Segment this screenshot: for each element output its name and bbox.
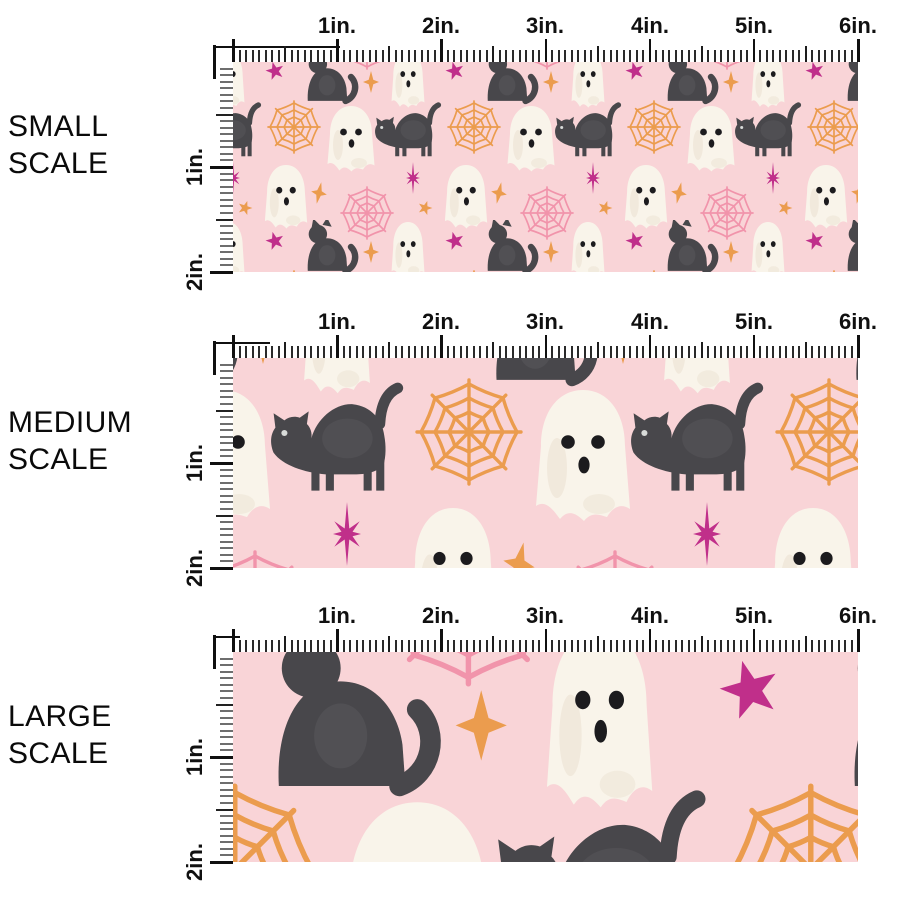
panel-small-scale: SMALL SCALE 1in. 2in. 3in. 4in. 5in. 6in… <box>0 12 900 292</box>
ruler-label-6in: 6in. <box>839 309 877 334</box>
scale-label-line1: LARGE <box>8 700 112 733</box>
ruler-corner-hook <box>213 341 216 375</box>
ruler-label-v-2in: 2in. <box>182 253 207 291</box>
scale-label-medium: MEDIUM SCALE <box>8 404 132 478</box>
ruler-label-2in: 2in. <box>422 13 460 38</box>
scale-label-large: LARGE SCALE <box>8 698 112 772</box>
ruler-corner-hook <box>213 635 216 669</box>
fabric-swatch-large <box>233 652 858 862</box>
fabric-swatch-medium <box>233 358 858 568</box>
vertical-ruler <box>200 652 233 866</box>
ruler-label-2in: 2in. <box>422 603 460 628</box>
ruler-label-v-1in: 1in. <box>182 738 207 776</box>
fabric-swatch-small <box>233 62 858 272</box>
ruler-label-4in: 4in. <box>631 309 669 334</box>
ruler-corner-arm <box>213 635 240 638</box>
ruler-label-5in: 5in. <box>735 309 773 334</box>
scale-label-line1: SMALL <box>8 110 109 143</box>
ruler-label-4in: 4in. <box>631 603 669 628</box>
ruler-label-v-1in: 1in. <box>182 444 207 482</box>
horizontal-ruler <box>213 615 861 669</box>
ruler-label-1in: 1in. <box>318 309 356 334</box>
ruler-label-1in: 1in. <box>318 13 356 38</box>
scale-label-line2: SCALE <box>8 737 109 770</box>
ruler-corner-arm <box>213 45 340 48</box>
ruler-label-6in: 6in. <box>839 603 877 628</box>
scale-label-line2: SCALE <box>8 147 109 180</box>
ruler-label-v-1in: 1in. <box>182 148 207 186</box>
ruler-label-4in: 4in. <box>631 13 669 38</box>
ruler-label-2in: 2in. <box>422 309 460 334</box>
ruler-label-3in: 3in. <box>526 603 564 628</box>
fabric-pattern-small <box>233 62 858 272</box>
vertical-ruler <box>200 358 233 572</box>
ruler-label-3in: 3in. <box>526 13 564 38</box>
horizontal-ruler-labels: 1in. 2in. 3in. 4in. 5in. 6in. <box>233 604 893 628</box>
horizontal-ruler-labels: 1in. 2in. 3in. 4in. 5in. 6in. <box>233 14 893 38</box>
ruler-label-v-2in: 2in. <box>182 843 207 881</box>
panel-medium-scale: MEDIUM SCALE 1in. 2in. 3in. 4in. 5in. 6i… <box>0 308 900 588</box>
scale-label-line1: MEDIUM <box>8 406 133 439</box>
vertical-ruler <box>200 62 233 276</box>
horizontal-ruler <box>213 321 861 375</box>
ruler-label-6in: 6in. <box>839 13 877 38</box>
ruler-label-v-2in: 2in. <box>182 549 207 587</box>
ruler-label-5in: 5in. <box>735 13 773 38</box>
fabric-pattern-large <box>233 652 858 862</box>
fabric-pattern-medium <box>233 358 858 568</box>
ruler-corner-hook <box>213 45 216 79</box>
ruler-label-1in: 1in. <box>318 603 356 628</box>
ruler-corner-arm <box>213 341 270 344</box>
horizontal-ruler-labels: 1in. 2in. 3in. 4in. 5in. 6in. <box>233 310 893 334</box>
ruler-label-5in: 5in. <box>735 603 773 628</box>
panel-large-scale: LARGE SCALE 1in. 2in. 3in. 4in. 5in. 6in… <box>0 602 900 882</box>
ruler-label-3in: 3in. <box>526 309 564 334</box>
scale-label-small: SMALL SCALE <box>8 108 108 182</box>
scale-label-line2: SCALE <box>8 443 109 476</box>
horizontal-ruler <box>213 25 861 79</box>
